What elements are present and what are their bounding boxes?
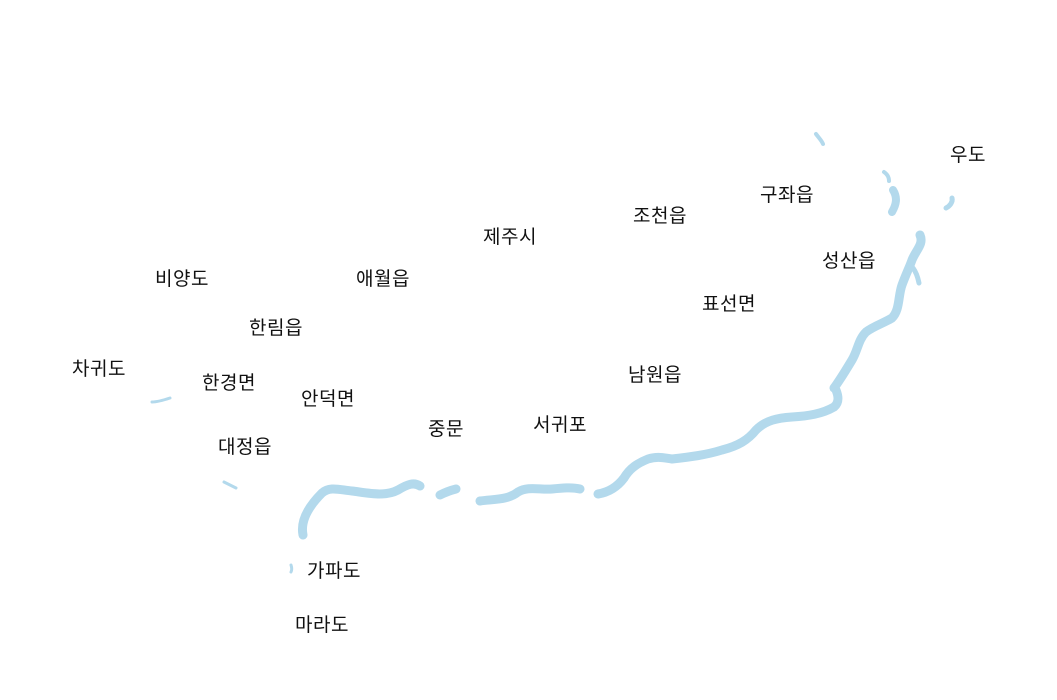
coast-water-gapado xyxy=(289,563,294,574)
label-hangyeong: 한경면 xyxy=(202,372,256,394)
label-gapado: 가파도 xyxy=(307,560,361,582)
label-chagwido: 차귀도 xyxy=(72,358,126,380)
coast-water-south-west xyxy=(222,480,238,490)
label-jungmun: 중문 xyxy=(428,418,464,440)
label-aewol: 애월읍 xyxy=(356,268,410,290)
label-pyoseon: 표선면 xyxy=(702,293,756,315)
label-marado: 마라도 xyxy=(295,614,349,636)
coast-water-band xyxy=(297,230,926,540)
label-namwon: 남원읍 xyxy=(628,364,682,386)
coast-water-north-east xyxy=(814,132,825,146)
label-seongsan: 성산읍 xyxy=(822,250,876,272)
label-seogwipo: 서귀포 xyxy=(533,414,587,436)
label-daejeong: 대정읍 xyxy=(218,436,272,458)
label-gujwa: 구좌읍 xyxy=(760,184,814,206)
coast-water-east-tip xyxy=(888,186,900,216)
label-jocheon: 조천읍 xyxy=(633,205,687,227)
label-biyangdo: 비양도 xyxy=(155,268,209,290)
coast-water-seongsan-bay xyxy=(910,265,922,286)
label-andeok: 안덕면 xyxy=(301,388,355,410)
coast-water-west xyxy=(150,396,172,404)
label-jeju-city: 제주시 xyxy=(483,226,537,248)
label-hallim: 한림읍 xyxy=(249,317,303,339)
label-udo: 우도 xyxy=(950,144,986,166)
coast-water-east-bay xyxy=(882,170,891,183)
coast-water-udo-channel xyxy=(943,195,955,211)
south-east-coast-water xyxy=(150,132,955,574)
